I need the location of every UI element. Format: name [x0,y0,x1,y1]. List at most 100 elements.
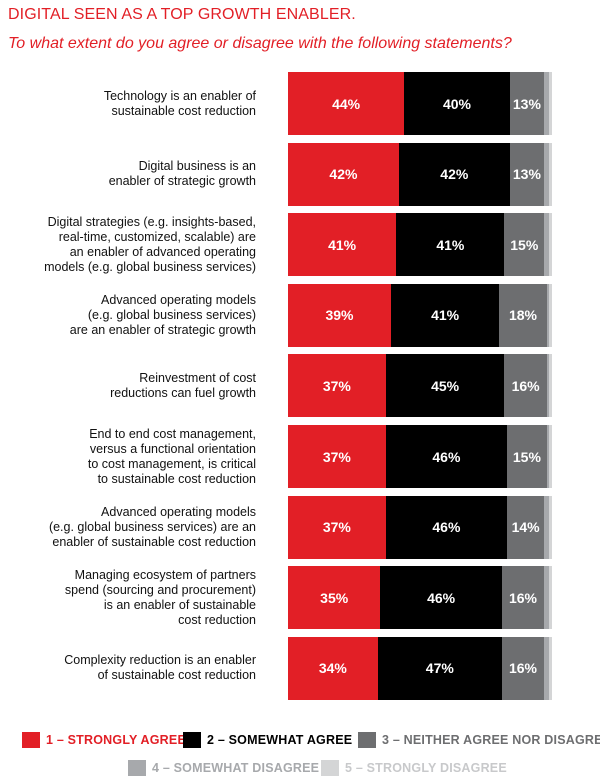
category-label-line: models (e.g. global business services) [44,259,256,274]
category-label-line: (e.g. global business services) [87,307,256,322]
data-label: 13% [512,166,541,183]
category-label: Technology is an enabler of sustainable c… [20,72,256,135]
data-label: 46% [432,519,461,536]
data-label: 13% [512,95,541,112]
legend-label: 2 – SOMEWHAT AGREE [207,733,353,747]
data-label: 16% [508,589,537,606]
category-label-line: enabler of sustainable cost reduction [52,534,256,549]
category-label: Advanced operating models (e.g. global bu… [20,496,256,559]
category-label: Digital business is an enabler of strateg… [20,143,256,206]
category-label-line: to sustainable cost reduction [97,471,256,486]
data-label: 18% [508,307,537,324]
data-label: 37% [322,377,351,394]
data-label: 14% [511,519,540,536]
category-label: Advanced operating models (e.g. global bu… [20,284,256,347]
bar-segment [288,72,405,135]
bar-segment [546,354,550,418]
bar-segment [549,142,552,206]
bar-segment [549,283,552,347]
data-label: 16% [508,660,537,677]
legend-label: 1 – STRONGLY AGREE [46,733,186,747]
bar-segment [499,283,547,347]
category-label-line: of sustainable cost reduction [97,668,256,683]
bar-row: 37% 46% 14% [288,495,552,559]
data-label: 45% [431,377,460,394]
data-label: 40% [442,95,471,112]
bar-segment [544,72,550,135]
bar-segment [385,425,508,488]
data-label: 42% [329,166,358,183]
bar-segment [380,566,502,630]
category-label-line: versus a functional orientation [89,441,256,456]
data-label: 37% [322,519,351,536]
legend-item: 4 – SOMEWHAT DISAGREE [128,760,319,776]
data-label: 46% [427,589,456,606]
category-label: End to end cost management, versus a func… [20,425,256,488]
data-label: 46% [432,448,461,465]
category-label-line: an enabler of advanced operating [69,244,256,259]
category-label-line: Technology is an enabler of [103,88,256,103]
legend-label: 4 – SOMEWHAT DISAGREE [152,761,320,775]
legend-item: 5 – STRONGLY DISAGREE [321,760,507,776]
bar-segment [549,72,552,135]
category-label-line: End to end cost management, [89,426,256,441]
data-label: 44% [332,95,361,112]
bar-segment [544,566,550,630]
bar-segment [549,354,552,418]
category-label-line: reductions can fuel growth [110,385,256,400]
bar-segment [398,142,510,206]
bar-row: 37% 46% 15% [288,425,552,488]
bar-row: 41% 41% 15% [288,213,552,277]
data-label: 15% [510,236,539,253]
category-label-line: Digital business is an [138,159,256,174]
bar-segment [549,636,552,700]
bar-segment [501,566,545,630]
bar-segment [549,425,552,488]
category-label-line: (e.g. global business services) are an [48,519,256,534]
category-label-line: to cost management, is critical [87,456,256,471]
bar-segment [501,636,545,700]
category-label-line: Complexity reduction is an enabler [64,653,256,668]
legend-swatch [183,732,201,748]
data-label: 39% [325,307,354,324]
category-label-line: Managing ecosystem of partners [74,567,256,582]
legend-swatch [321,760,339,776]
legend-label: 5 – STRONGLY DISAGREE [345,761,507,775]
data-label: 37% [322,448,351,465]
bar-segment [504,354,547,418]
category-label-line: cost reduction [178,612,256,627]
chart-title: DIGITAL SEEN AS A TOP GROWTH ENABLER. [8,6,356,23]
bar-segment [385,354,505,418]
bar-segment [507,495,545,559]
legend-swatch [128,760,146,776]
bar-segment [288,425,386,488]
bar-segment [549,566,552,630]
data-label: 34% [318,660,347,677]
bar-segment [288,283,391,347]
data-label: 41% [328,236,357,253]
legend-item: 2 – SOMEWHAT AGREE [183,732,352,748]
category-label: Digital strategies (e.g. insights-based,… [20,213,256,276]
category-label: Managing ecosystem of partners spend (sou… [20,566,256,629]
category-label: Reinvestment of cost reductions can fuel … [20,354,256,417]
bar-segment [385,495,508,559]
bar-segment [549,213,552,277]
category-label-line: real-time, customized, scalable) are [58,229,256,244]
bar-segment [509,72,545,135]
legend-swatch [22,732,40,748]
legend: 1 – STRONGLY AGREE 2 – SOMEWHAT AGREE 3 – … [0,726,600,782]
bar-segment [544,495,550,559]
bar-segment [404,72,510,135]
bar-segment [288,354,386,418]
legend-label: 3 – NEITHER AGREE NOR DISAGREE [382,733,600,747]
bar-segment [509,142,545,206]
category-label: Complexity reduction is an enabler of sus… [20,637,256,700]
bar-row: 39% 41% 18% [288,283,552,347]
data-label: 35% [320,589,349,606]
bar-segment [288,566,381,630]
data-label: 16% [511,377,540,394]
bar-segment [546,283,550,347]
bar-segment [549,495,552,559]
chart-subtitle: To what extent do you agree or disagree … [8,35,512,52]
category-label-line: are an enabler of strategic growth [69,322,256,337]
